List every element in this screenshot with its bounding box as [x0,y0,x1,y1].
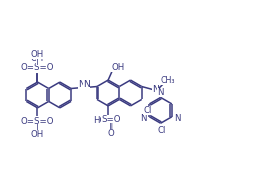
Text: |: | [36,124,39,133]
Text: N: N [174,114,181,123]
Text: Cl: Cl [143,106,152,115]
Text: OH: OH [31,54,44,63]
Text: N: N [157,88,164,97]
Text: OH: OH [31,50,44,59]
Text: |: | [36,60,39,67]
Text: N: N [78,80,85,89]
Text: N: N [84,80,90,89]
Text: HO: HO [93,116,107,125]
Text: N: N [152,85,159,94]
Text: CH₃: CH₃ [160,76,175,85]
Text: O=S=O: O=S=O [21,117,54,126]
Text: O=S=O: O=S=O [21,64,54,73]
Text: Cl: Cl [157,126,166,135]
Text: O: O [108,129,115,138]
Text: OH: OH [112,63,125,72]
Text: |: | [36,56,39,65]
Text: S=O: S=O [101,115,121,124]
Text: O=S=O: O=S=O [21,63,54,72]
Text: ‖: ‖ [109,123,113,132]
Text: OH: OH [31,130,44,139]
Text: N: N [140,114,147,123]
